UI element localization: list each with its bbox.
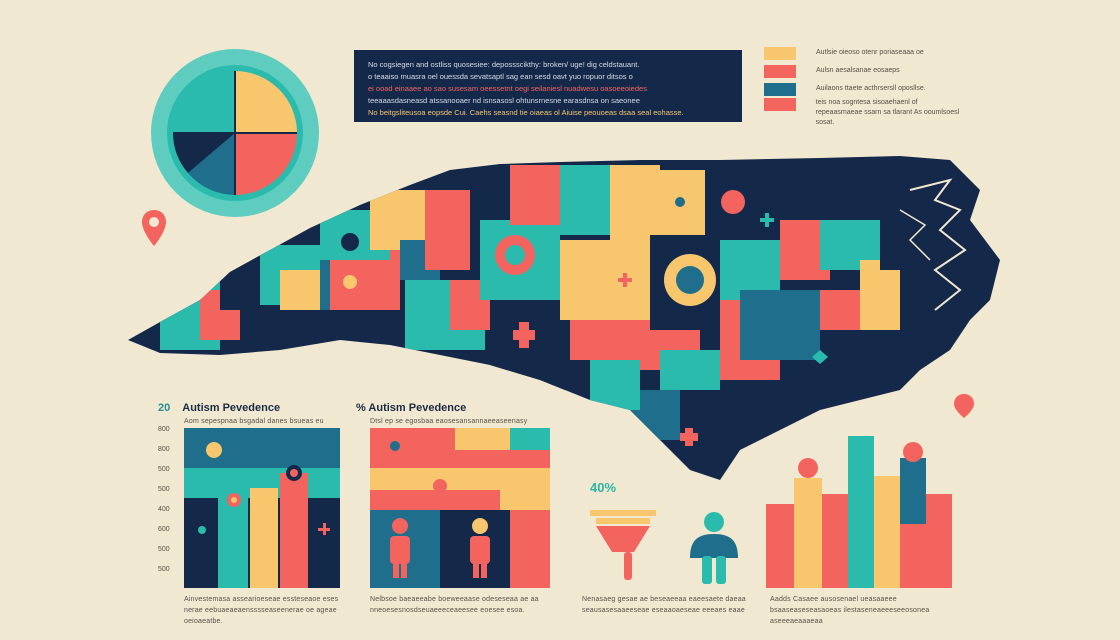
header-text-box: No cogsiegen and ostliss quosesiee: depo… <box>354 50 742 122</box>
panel1-number: 20 <box>158 402 171 414</box>
panel1-y-axis: 800 800 500 500 400 600 500 500 <box>158 426 178 586</box>
pie-chart <box>151 49 319 217</box>
legend-label: teis noa sogntesa sisoaehaenl of repeaas… <box>815 99 960 126</box>
header-line: No cogsiegen and ostliss quosesiee: depo… <box>368 60 640 69</box>
panel3-footnote: Nenasaeg gesae ae beseaeeaa eaeesaete da… <box>582 596 746 614</box>
panel2-chart <box>370 428 550 588</box>
legend-swatch <box>764 82 796 96</box>
y-tick: 500 <box>158 486 170 493</box>
y-tick: 800 <box>158 446 170 453</box>
y-tick: 500 <box>158 466 170 473</box>
panel1-title: Autism Pevedence <box>182 402 281 414</box>
panel1-chart <box>184 428 340 588</box>
map-pin-icon <box>954 394 974 418</box>
panel3-percent: 40% <box>590 480 617 495</box>
y-tick: 500 <box>158 546 170 553</box>
funnel-icon <box>590 510 656 580</box>
legend-item: teis noa sogntesa sisoaehaenl of repeaas… <box>764 98 964 126</box>
panel4-chart <box>766 436 952 588</box>
header-line: ei ooad einaaee ao sao susesam oeessetnt… <box>368 84 647 93</box>
legend: Autlsie oieoso otenr poriaseaaa oe Aulsn… <box>764 44 964 126</box>
state-map <box>128 156 1000 480</box>
header-line: o teaaiso muasra oel ouessda sevatsaptl … <box>368 72 633 81</box>
legend-swatch <box>764 46 796 60</box>
y-tick: 600 <box>158 526 170 533</box>
header-line: teeaaasdasneasd atssanooaer nd isnsasosl… <box>368 96 640 105</box>
panel2-footnote: Nelbsoe baeaeeabe boeweeaase odeseseaa a… <box>370 596 539 614</box>
legend-label: Autlsie oieoso otenr poriaseaaa oe <box>816 49 924 56</box>
panel1-heading: 20 Autism Pevedence <box>158 402 280 414</box>
legend-swatch <box>764 98 796 111</box>
panel1-footnote: Ainvestemasa assearioeseae essteseaoe es… <box>184 596 339 625</box>
panel4-footnote: Aadds Casaee ausosenael ueasaaeee bsaase… <box>770 596 930 625</box>
person-icon <box>690 512 738 584</box>
legend-label: Auilaons ttaete acthrsersll oposllse. <box>816 85 926 92</box>
map-pin-icon <box>142 210 166 246</box>
legend-item: Aulsn aesalsanae eosaeps <box>764 62 964 80</box>
y-tick: 500 <box>158 566 170 573</box>
legend-item: Auilaons ttaete acthrsersll oposllse. <box>764 80 964 98</box>
panel2-title: % Autism Pevedence <box>356 402 467 414</box>
legend-swatch <box>764 64 796 78</box>
y-tick: 400 <box>158 506 170 513</box>
y-tick: 800 <box>158 426 170 433</box>
header-line: No beitgsliteusoa eopsde Cui. Caehs seas… <box>368 108 684 117</box>
legend-item: Autlsie oieoso otenr poriaseaaa oe <box>764 44 964 62</box>
legend-label: Aulsn aesalsanae eosaeps <box>816 67 900 74</box>
